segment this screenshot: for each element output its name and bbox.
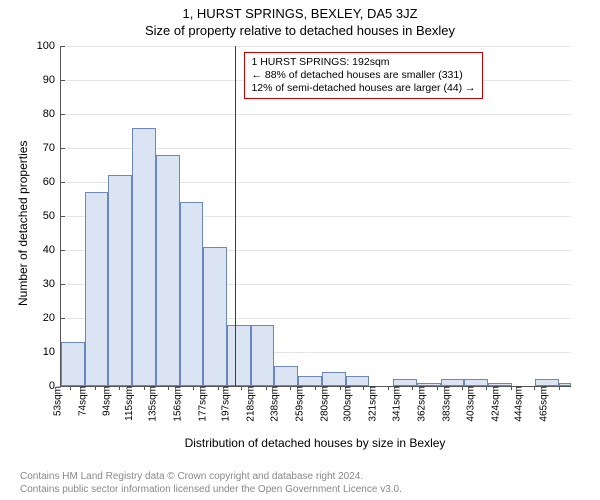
histogram-bar [85, 192, 109, 386]
x-tick-label: 424sqm [484, 386, 501, 422]
x-tick-label: 403sqm [459, 386, 476, 422]
x-tick-label: 197sqm [215, 386, 232, 422]
x-tick-label: 238sqm [264, 386, 281, 422]
histogram-bar [274, 366, 298, 386]
chart-plot-area: 010203040506070809010053sqm74sqm94sqm115… [60, 46, 571, 387]
annotation-line: 1 HURST SPRINGS: 192sqm [251, 56, 475, 69]
x-axis-label: Distribution of detached houses by size … [60, 436, 570, 450]
histogram-bar [322, 372, 346, 386]
x-tick-label: 259sqm [289, 386, 306, 422]
x-tick-label: 280sqm [313, 386, 330, 422]
y-tick-label: 30 [43, 278, 61, 290]
reference-line [235, 46, 236, 386]
y-tick-label: 10 [43, 346, 61, 358]
y-tick-label: 50 [43, 210, 61, 222]
histogram-bar [180, 202, 204, 386]
y-tick-label: 100 [37, 40, 61, 52]
footer-line: Contains HM Land Registry data © Crown c… [20, 471, 402, 484]
histogram-bar [227, 325, 251, 386]
x-tick-label: 115sqm [118, 386, 135, 421]
annotation-box: 1 HURST SPRINGS: 192sqm← 88% of detached… [244, 52, 482, 99]
histogram-bar [535, 379, 559, 386]
annotation-line: 12% of semi-detached houses are larger (… [251, 82, 475, 95]
x-tick-label: 156sqm [166, 386, 183, 422]
x-tick-label: 465sqm [533, 386, 550, 422]
y-axis-label: Number of detached properties [16, 141, 30, 306]
footer-line: Contains public sector information licen… [20, 484, 402, 497]
x-tick-label: 444sqm [508, 386, 525, 422]
histogram-bar [559, 383, 571, 386]
histogram-bar [346, 376, 370, 386]
x-tick-label: 321sqm [362, 386, 379, 422]
y-tick-label: 80 [43, 108, 61, 120]
histogram-bar [251, 325, 275, 386]
x-tick-label: 300sqm [337, 386, 354, 422]
x-tick-mark [559, 386, 560, 390]
x-tick-label: 53sqm [47, 386, 64, 416]
page-title: 1, HURST SPRINGS, BEXLEY, DA5 3JZ [0, 0, 600, 21]
histogram-bar [108, 175, 132, 386]
gridline [61, 46, 571, 47]
y-tick-label: 60 [43, 176, 61, 188]
x-tick-label: 74sqm [72, 386, 89, 416]
gridline [61, 114, 571, 115]
histogram-bar [61, 342, 85, 386]
histogram-bar [393, 379, 417, 386]
y-tick-label: 40 [43, 244, 61, 256]
x-tick-label: 362sqm [411, 386, 428, 422]
x-tick-label: 383sqm [436, 386, 453, 422]
histogram-bar [156, 155, 180, 386]
histogram-bar [203, 247, 227, 386]
histogram-bar [441, 379, 465, 386]
y-tick-label: 20 [43, 312, 61, 324]
histogram-bar [132, 128, 156, 386]
histogram-bar [464, 379, 488, 386]
x-tick-label: 341sqm [386, 386, 403, 422]
footer-attribution: Contains HM Land Registry data © Crown c… [20, 471, 402, 496]
x-tick-label: 218sqm [240, 386, 257, 422]
x-tick-label: 135sqm [141, 386, 158, 422]
page-subtitle: Size of property relative to detached ho… [0, 21, 600, 38]
x-tick-label: 94sqm [96, 386, 113, 416]
annotation-line: ← 88% of detached houses are smaller (33… [251, 69, 475, 82]
y-tick-label: 70 [43, 142, 61, 154]
y-tick-label: 90 [43, 74, 61, 86]
histogram-bar [298, 376, 322, 386]
x-tick-label: 177sqm [191, 386, 208, 422]
